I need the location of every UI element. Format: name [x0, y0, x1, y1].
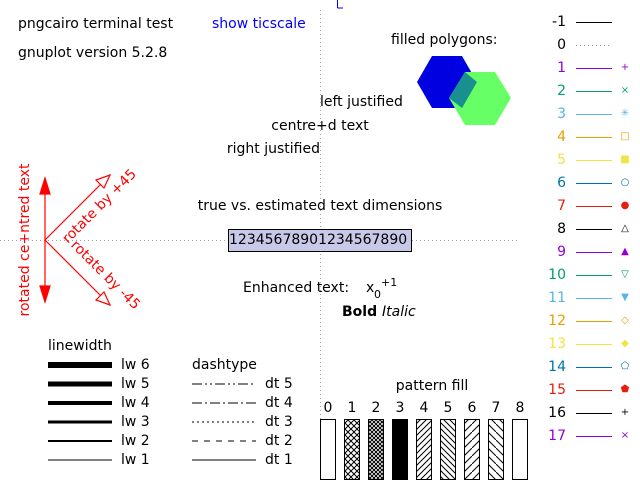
linetype-label: 8 [557, 221, 566, 237]
linewidth-title: linewidth [48, 338, 112, 354]
pattern-label: 4 [419, 400, 429, 416]
linetype-point-icon: ✳ [620, 108, 630, 119]
lw-label: lw 3 [121, 414, 150, 430]
linetype-point-icon: ⬟ [620, 384, 630, 395]
linetype-point-icon: ○ [620, 177, 630, 188]
left-justified-text: left justified [320, 94, 403, 110]
linetype-label: 0 [557, 37, 566, 53]
dashtype-title: dashtype [192, 357, 257, 373]
linetype-point-icon: ◆ [621, 338, 629, 349]
linetype-label: 7 [557, 198, 566, 214]
linetype-label: 13 [548, 336, 566, 352]
linetype-point-icon: ▽ [621, 269, 629, 280]
pattern-label: 6 [467, 400, 477, 416]
text-dimension-outline [228, 229, 412, 252]
linetype-point-icon: □ [620, 131, 630, 142]
linetype-point-icon: ▲ [621, 246, 629, 257]
pattern-fill-title: pattern fill [395, 378, 469, 394]
lw-label: lw 4 [121, 395, 150, 411]
linetype-point-icon: × [620, 430, 630, 441]
linetype-label: 17 [548, 428, 566, 444]
pattern-fill-boxes [320, 419, 528, 480]
linetype-lines [576, 22, 612, 437]
pattern-label: 7 [491, 400, 501, 416]
linetype-label: 10 [548, 267, 566, 283]
right-justified-text: right justified [226, 141, 320, 157]
text-dimensions-label: true vs. estimated text dimensions [197, 198, 443, 214]
linetype-point-icon: + [620, 407, 630, 418]
linetype-label: 14 [548, 359, 566, 375]
linetype-point-icon: × [620, 85, 630, 96]
filled-polygons-label: filled polygons: [391, 32, 498, 48]
linetype-label: 2 [557, 83, 566, 99]
linetype-label: 5 [557, 152, 566, 168]
enhanced-base: x [366, 280, 375, 296]
linetype-label: 3 [557, 106, 566, 122]
dt-label: dt 5 [265, 376, 293, 392]
linetype-point-icon: ⬠ [620, 361, 630, 372]
enhanced-text-label: Enhanced text: [243, 280, 350, 296]
rotation-arrows [39, 173, 112, 307]
lw-label: lw 5 [121, 376, 150, 392]
linetype-label: 9 [557, 244, 566, 260]
linetype-label: 11 [548, 290, 566, 306]
text-dimensions-sample: 12345678901234567890 [229, 232, 408, 248]
linetype-label: 16 [548, 405, 566, 421]
pattern-label: 5 [443, 400, 453, 416]
linetype-label: 15 [548, 382, 566, 398]
linetype-point-icon: ■ [620, 154, 630, 165]
pattern-label: 0 [323, 400, 333, 416]
linetype-label: 6 [557, 175, 566, 191]
bold-text: Bold [342, 304, 378, 320]
dt-label: dt 2 [265, 433, 293, 449]
show-ticscale-link[interactable]: show ticscale [212, 16, 306, 32]
pattern-label: 1 [347, 400, 357, 416]
linetype-point-icon: ● [620, 200, 630, 211]
italic-text: Italic [382, 304, 416, 320]
rotated-centred-text: rotated ce+ntred text [17, 163, 33, 317]
lw-label: lw 6 [121, 357, 150, 373]
linetype-point-icon: ▼ [621, 292, 629, 303]
centred-text: centre+d text [271, 118, 369, 134]
dt-label: dt 3 [265, 414, 293, 430]
linetype-label: 1 [557, 60, 566, 76]
version-text: gnuplot version 5.2.8 [18, 45, 168, 61]
linewidth-samples [48, 362, 112, 461]
pattern-label: 3 [395, 400, 405, 416]
terminal-title: pngcairo terminal test [18, 16, 174, 32]
lw-label: lw 1 [121, 452, 150, 468]
text-dimension-box [228, 229, 411, 251]
dashtype-samples [192, 383, 256, 461]
linetype-label: 4 [557, 129, 566, 145]
ticscale-marker [337, 0, 343, 9]
enhanced-subscript: 0 [374, 288, 381, 301]
linetype-point-icon: + [620, 62, 630, 73]
lw-label: lw 2 [121, 433, 150, 449]
dt-label: dt 4 [265, 395, 293, 411]
linetype-label: -1 [552, 14, 566, 30]
dt-label: dt 1 [265, 452, 293, 468]
linetype-point-icon: ◇ [621, 315, 629, 326]
pattern-label: 8 [515, 400, 525, 416]
hexagon-overlap [449, 72, 477, 108]
linetype-label: 12 [548, 313, 566, 329]
enhanced-superscript: +1 [381, 276, 398, 289]
linetype-point-icon: △ [621, 223, 629, 234]
pattern-label: 2 [371, 400, 381, 416]
